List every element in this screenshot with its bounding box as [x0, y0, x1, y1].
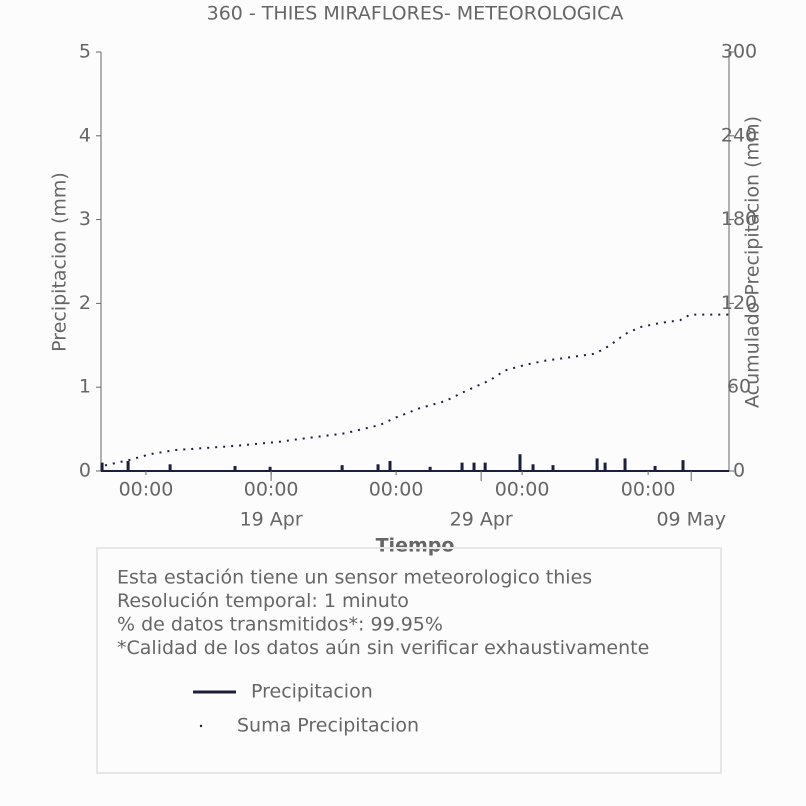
note: % de datos transmitidos*: 99.95% [117, 614, 443, 636]
y2-axis-label: Acumulado Precipitacion (mm) [742, 116, 764, 408]
chart-title: 360 - THIES MIRAFLORES- METEOROLOGICA [207, 3, 624, 25]
x-major-tick-label: 29 Apr [450, 509, 513, 531]
y-tick-label: 4 [79, 124, 91, 146]
note: Resolución temporal: 1 minuto [117, 590, 409, 612]
legend-label: Precipitacion [251, 681, 373, 703]
x-tick-label: 00:00 [119, 479, 174, 501]
y-tick-label: 3 [79, 208, 91, 230]
y2-tick-label: 120 [721, 292, 757, 314]
y-axis-label: Precipitacion (mm) [49, 172, 71, 352]
x-tick-label: 00:00 [244, 479, 299, 501]
legend-swatch [199, 724, 203, 728]
x-major-tick-label: 09 May [656, 509, 726, 531]
y2-tick-label: 180 [721, 208, 757, 230]
x-tick-label: 00:00 [369, 479, 424, 501]
x-tick-label: 00:00 [495, 479, 550, 501]
x-tick-label: 00:00 [621, 479, 676, 501]
y2-tick-label: 60 [727, 376, 751, 398]
x-major-tick-label: 19 Apr [240, 509, 303, 531]
y-tick-label: 5 [79, 41, 91, 63]
y-tick-label: 1 [79, 376, 91, 398]
note: *Calidad de los datos aún sin verificar … [117, 637, 649, 659]
y-tick-label: 0 [79, 460, 91, 482]
y2-tick-label: 240 [721, 124, 757, 146]
cumulative-line [104, 313, 729, 467]
y2-tick-label: 300 [721, 41, 757, 63]
y-tick-label: 2 [79, 292, 91, 314]
x-axis-label: Tiempo [376, 535, 455, 557]
y2-tick-label: 0 [733, 460, 745, 482]
legend-label: Suma Precipitacion [237, 715, 419, 737]
note: Esta estación tiene un sensor meteorolog… [117, 567, 592, 589]
legend-box [96, 547, 722, 774]
